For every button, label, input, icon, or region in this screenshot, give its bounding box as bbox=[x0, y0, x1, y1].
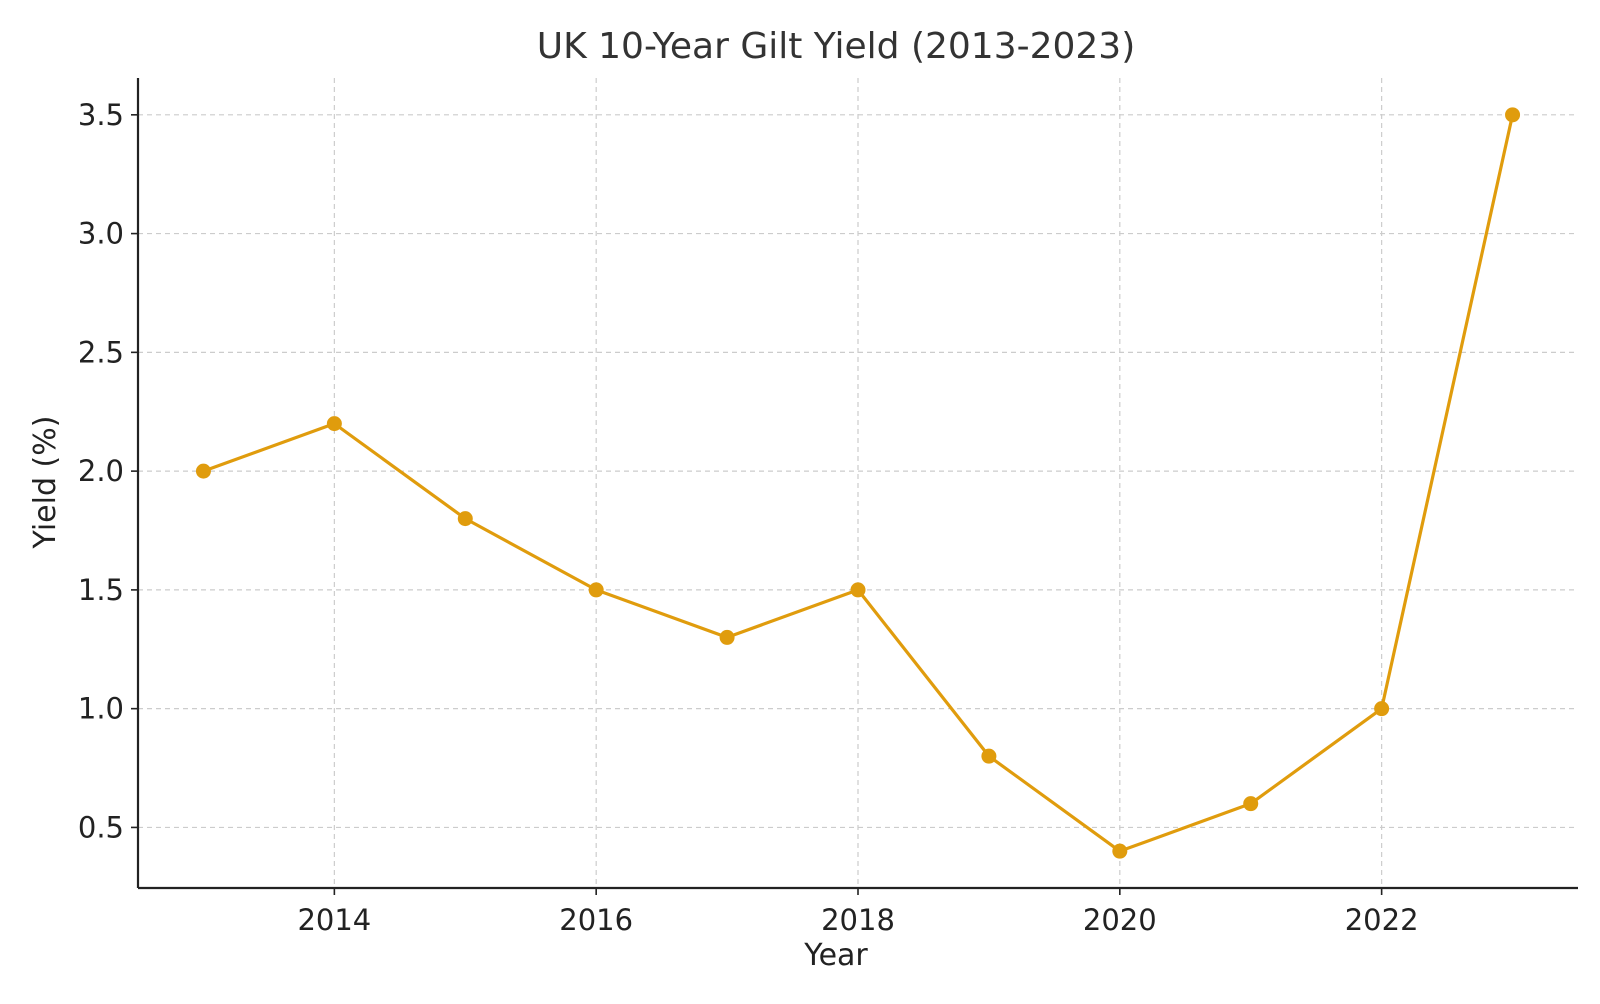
data-point bbox=[981, 748, 997, 764]
x-tick-label: 2016 bbox=[559, 903, 633, 937]
ticks-layer: 2014 2016 2018 2020 2022 0.5 1.0 1.5 2.0 2.5 3.0 3.… bbox=[78, 98, 1419, 937]
x-tick-label: 2014 bbox=[297, 903, 371, 937]
series-layer bbox=[195, 107, 1521, 859]
data-point bbox=[588, 582, 604, 598]
x-tick-label: 2020 bbox=[1083, 903, 1157, 937]
y-axis-label: Yield (%) bbox=[28, 416, 63, 550]
x-tick-label: 2018 bbox=[821, 903, 895, 937]
y-tick-label: 3.5 bbox=[78, 98, 124, 132]
data-point bbox=[195, 463, 211, 479]
y-tick-label: 3.0 bbox=[78, 217, 124, 251]
data-point bbox=[1112, 843, 1128, 859]
y-tick-label: 0.5 bbox=[78, 810, 124, 844]
data-point bbox=[1505, 107, 1521, 123]
data-point bbox=[1374, 701, 1390, 717]
chart-title: UK 10-Year Gilt Yield (2013-2023) bbox=[537, 26, 1136, 67]
y-tick-label: 2.0 bbox=[78, 454, 124, 488]
x-axis-label: Year bbox=[803, 938, 868, 973]
data-point bbox=[1243, 796, 1259, 812]
y-tick-label: 1.0 bbox=[78, 692, 124, 726]
data-point bbox=[326, 416, 342, 432]
y-tick-label: 1.5 bbox=[78, 573, 124, 607]
data-point bbox=[719, 629, 735, 645]
x-tick-label: 2022 bbox=[1345, 903, 1419, 937]
grid-layer bbox=[138, 78, 1578, 888]
data-point bbox=[457, 511, 473, 527]
y-tick-label: 2.5 bbox=[78, 335, 124, 369]
data-point bbox=[850, 582, 866, 598]
